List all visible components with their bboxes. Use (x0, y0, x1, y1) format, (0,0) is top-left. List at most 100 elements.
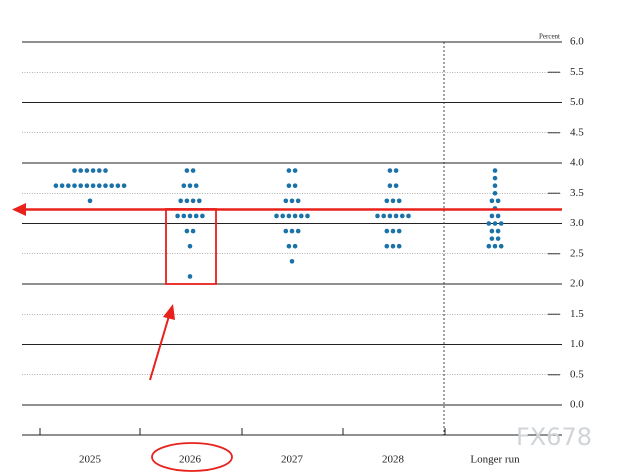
dot (190, 228, 196, 234)
y-tick-label: 1.5 (570, 308, 584, 320)
y-tick-label: 4.0 (570, 157, 584, 169)
dot (295, 198, 301, 204)
y-tick-label: 0.0 (570, 399, 584, 411)
dot (492, 175, 498, 181)
dot (90, 168, 96, 173)
dot (280, 213, 286, 219)
dot (393, 168, 399, 173)
watermark: FX678 (516, 423, 592, 451)
y-axis-label: Percent (539, 33, 560, 41)
dot (492, 243, 498, 249)
dot (184, 198, 190, 204)
dot (178, 198, 183, 204)
dot (495, 236, 501, 241)
dot (289, 228, 295, 234)
x-tick-label: 2028 (382, 454, 405, 466)
dot (187, 183, 193, 188)
dot (84, 168, 90, 173)
dots (53, 168, 504, 279)
annotation-arrowhead (12, 203, 26, 216)
dot (286, 243, 292, 249)
dot (286, 213, 292, 219)
dot (187, 274, 193, 279)
dot (274, 213, 279, 219)
dot (190, 168, 196, 173)
dot (184, 168, 190, 173)
dot (72, 183, 77, 188)
dot (193, 213, 199, 219)
dot (200, 213, 205, 219)
dot (396, 228, 402, 234)
dot (72, 168, 77, 173)
dot (289, 259, 295, 264)
dot (400, 213, 405, 219)
dot (492, 190, 498, 196)
dot (283, 228, 289, 234)
dot (375, 213, 380, 219)
y-tick-label: 6.0 (570, 36, 584, 48)
x-tick-label: 2026 (179, 454, 202, 466)
dot (390, 228, 396, 234)
dot (486, 221, 492, 226)
dot (384, 198, 390, 204)
dot (495, 213, 501, 219)
dot (84, 183, 90, 188)
y-tick-label: 2.0 (570, 278, 584, 290)
dot (492, 183, 498, 188)
dot (286, 168, 292, 173)
dot (286, 183, 292, 188)
dot (299, 213, 304, 219)
dot (292, 168, 298, 173)
dot (387, 168, 393, 173)
y-tick-label: 5.0 (570, 96, 584, 108)
dot (292, 213, 298, 219)
dot (115, 183, 121, 188)
dot (190, 198, 196, 204)
dot (97, 183, 102, 188)
dot (87, 198, 93, 204)
dot (289, 198, 295, 204)
dot (387, 213, 393, 219)
dot (283, 198, 289, 204)
dot (489, 236, 495, 241)
dot (498, 221, 504, 226)
y-tick-label: 4.5 (570, 126, 584, 138)
y-tick-label: 1.0 (570, 338, 584, 350)
dot (489, 213, 495, 219)
dot (103, 183, 108, 188)
dot (390, 243, 396, 249)
dot (486, 243, 492, 249)
dot (498, 243, 504, 249)
dot (97, 168, 102, 173)
dot (492, 221, 498, 226)
dot (187, 243, 193, 249)
dot (193, 183, 199, 188)
y-tick-label: 5.5 (570, 66, 584, 78)
dot (305, 213, 310, 219)
y-tick-label: 3.5 (570, 187, 584, 199)
dot (390, 198, 396, 204)
dot (406, 213, 411, 219)
dot (393, 213, 399, 219)
dot (489, 228, 495, 234)
dot (184, 228, 190, 234)
dot (175, 213, 180, 219)
dot (292, 183, 298, 188)
dot (53, 183, 59, 188)
dot (90, 183, 96, 188)
dot (384, 228, 390, 234)
dot (59, 183, 65, 188)
dot (181, 213, 187, 219)
annotation-box (165, 208, 217, 285)
dot (489, 198, 495, 204)
dot (384, 243, 390, 249)
annotation-ellipse (151, 442, 233, 472)
x-tick-label: Longer run (470, 454, 520, 466)
dot (387, 183, 393, 188)
dot (292, 243, 298, 249)
dot (495, 228, 501, 234)
dot (396, 243, 402, 249)
annotation-arrow (149, 315, 170, 381)
dot (393, 183, 399, 188)
